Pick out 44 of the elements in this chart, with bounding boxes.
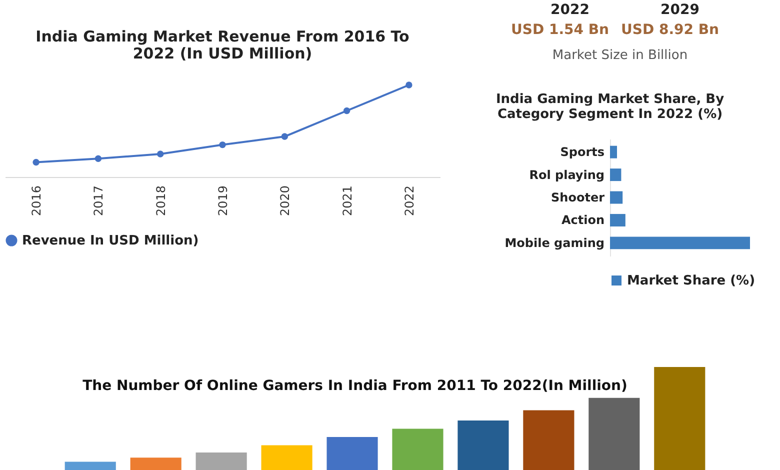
legend-label: Revenue In USD Million) [22, 234, 199, 248]
bar [326, 437, 378, 470]
bar [610, 236, 750, 250]
text: Market Size in Billion [551, 48, 689, 63]
x-tick-label: 2016 [30, 186, 44, 216]
text: 2029 [660, 2, 700, 18]
bar [610, 214, 626, 226]
bar [610, 146, 617, 158]
point [32, 158, 40, 166]
y-tick-label: Mobile gaming [504, 236, 604, 250]
chart-title: India Gaming Market Share, By Category Segment In 2022 (%) [496, 92, 725, 122]
point [219, 141, 226, 148]
bar [196, 452, 247, 470]
legend-label: Market Share (%) [627, 274, 756, 288]
bar [392, 428, 444, 470]
text: 2022 [550, 2, 590, 18]
x-tick-label: 2019 [216, 186, 230, 216]
point [343, 107, 350, 114]
point [94, 155, 102, 162]
bar [523, 410, 574, 470]
text: The Number Of Online Gamers In India From 2011 To 2022(In Million) [82, 378, 628, 394]
bar [588, 398, 640, 470]
y-tick-label: Shooter [551, 190, 605, 204]
point [406, 82, 412, 88]
bar [130, 458, 182, 470]
x-tick-label: 2018 [154, 186, 168, 216]
bar [610, 168, 622, 182]
x-tick-label: 2021 [340, 186, 354, 216]
text: USD 1.54 Bn [510, 22, 610, 38]
x-tick-label: 2022 [402, 186, 416, 216]
y-tick-label: Sports [560, 145, 604, 160]
bar [654, 367, 706, 470]
point [281, 133, 288, 140]
y-tick-label: Action [561, 213, 604, 228]
bar [458, 420, 509, 470]
x-tick-label: 2020 [278, 186, 292, 216]
y-tick-label: Rol playing [529, 168, 604, 182]
bar [64, 462, 116, 470]
x-tick-label: 2017 [92, 186, 106, 216]
bar [261, 445, 312, 470]
chart-title: India Gaming Market Revenue From 2016 To 2022 (In USD Million) [36, 28, 410, 63]
text: USD 8.92 Bn [620, 22, 720, 38]
bar [610, 191, 623, 204]
point [157, 150, 164, 158]
